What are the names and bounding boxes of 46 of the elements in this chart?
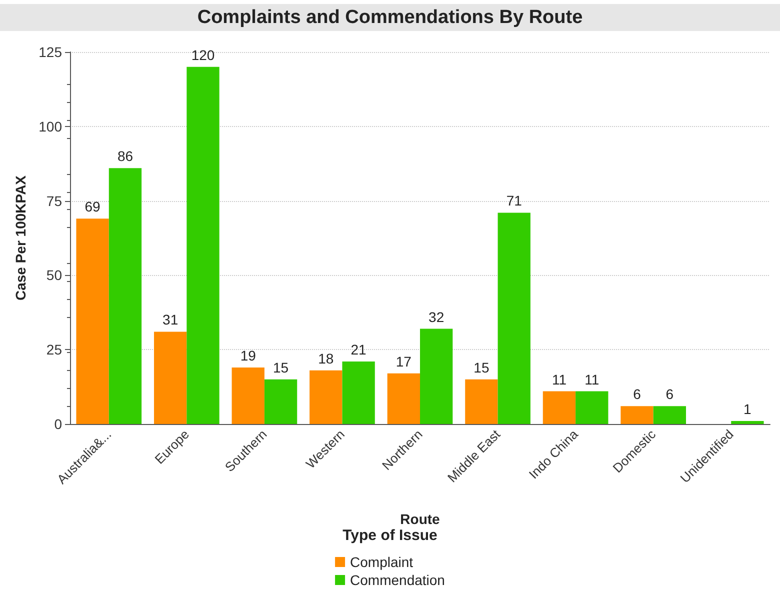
bar — [498, 212, 530, 424]
bar — [264, 379, 298, 424]
data-label: 15 — [474, 359, 490, 376]
chart-title: Complaints and Commendations By Route — [197, 7, 583, 28]
data-label: 11 — [584, 371, 600, 388]
y-tick-label: 25 — [46, 342, 62, 358]
data-label: 31 — [162, 312, 178, 328]
y-tick-label: 100 — [38, 118, 62, 134]
bar — [108, 168, 142, 424]
y-axis-title: Case Per 100KPAX — [12, 174, 29, 301]
legend-label: Commendation — [350, 572, 445, 588]
x-axis-title: Route — [400, 511, 440, 527]
bar — [387, 373, 420, 424]
data-label: 120 — [191, 46, 215, 63]
bar — [310, 370, 342, 424]
bar — [342, 362, 375, 424]
y-tick-label: 75 — [46, 192, 62, 209]
bar — [465, 379, 498, 424]
data-label: 21 — [350, 342, 367, 358]
bar — [186, 66, 220, 424]
legend-title: Type of Issue — [342, 527, 438, 544]
data-label: 11 — [552, 371, 567, 388]
data-label: 32 — [428, 308, 444, 325]
data-label: 71 — [506, 192, 522, 209]
data-label: 15 — [272, 359, 289, 376]
bar — [620, 406, 654, 424]
data-label: 18 — [318, 350, 334, 366]
data-label: 1 — [744, 401, 752, 418]
bar — [76, 218, 109, 424]
data-label: 6 — [633, 386, 642, 402]
y-tick-label: 50 — [46, 267, 62, 284]
data-label: 19 — [240, 347, 256, 364]
bar — [542, 391, 576, 424]
bar — [731, 421, 764, 424]
bar — [154, 332, 187, 424]
data-label: 86 — [117, 148, 134, 164]
data-label: 69 — [84, 198, 101, 215]
y-tick-label: 0 — [54, 416, 62, 432]
y-tick-label: 125 — [38, 44, 62, 60]
data-label: 17 — [396, 353, 412, 370]
bar — [232, 367, 264, 424]
bar — [420, 328, 453, 424]
bar — [653, 406, 686, 424]
bar — [576, 391, 608, 424]
data-label: 6 — [666, 386, 674, 402]
legend-label: Complaint — [350, 554, 414, 570]
